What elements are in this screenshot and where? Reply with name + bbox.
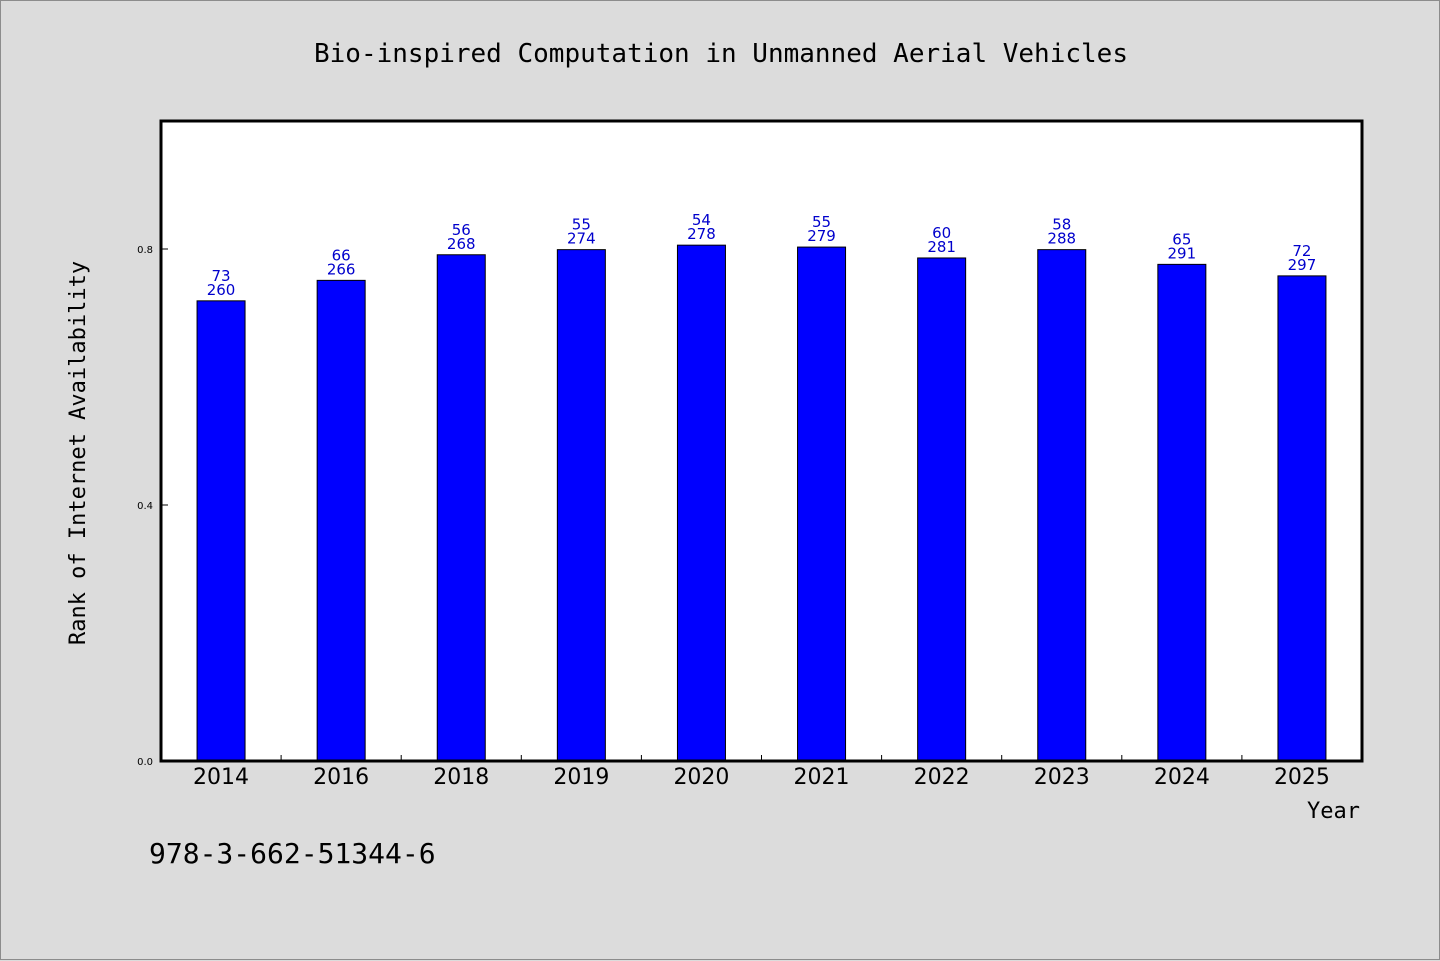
data-label-top-2024: 65 — [1172, 230, 1191, 248]
data-label-top-2019: 55 — [572, 216, 591, 234]
data-label-top-2023: 58 — [1052, 216, 1071, 234]
data-label-bottom-2021: 279 — [807, 227, 836, 245]
x-tick-label-2014: 2014 — [193, 765, 249, 790]
bar-2019 — [556, 249, 606, 762]
bar-2018 — [436, 254, 486, 762]
data-label-top-2016: 66 — [332, 246, 351, 264]
data-label-bottom-2016: 266 — [327, 260, 356, 278]
y-axis-label: Rank of Internet Availability — [66, 261, 91, 645]
data-label-top-2020: 54 — [692, 211, 711, 229]
data-label-top-2021: 55 — [812, 213, 831, 231]
data-label-top-2025: 72 — [1292, 242, 1311, 260]
bar-2023 — [1037, 249, 1087, 762]
bar-2020 — [676, 244, 726, 762]
data-label-bottom-2019: 274 — [567, 230, 596, 248]
x-axis-ticks: 2014 2016 2018 2019 2020 2021 2022 2023 2024 2025 — [193, 755, 1330, 790]
data-label-bottom-2018: 268 — [447, 235, 476, 253]
x-tick-label-2020: 2020 — [673, 765, 729, 790]
x-tick-label-2018: 2018 — [433, 765, 489, 790]
x-axis-label: Year — [1307, 799, 1360, 824]
y-tick-label-0.8: 0.8 — [137, 245, 153, 256]
data-label-bottom-2022: 281 — [927, 238, 956, 256]
y-tick-label-0.4: 0.4 — [137, 501, 153, 512]
x-tick-label-2016: 2016 — [313, 765, 369, 790]
bar-2024 — [1157, 263, 1207, 762]
data-label-bottom-2014: 260 — [207, 281, 236, 299]
data-label-bottom-2023: 288 — [1047, 230, 1076, 248]
data-label-bottom-2020: 278 — [687, 225, 716, 243]
data-label-bottom-2024: 291 — [1168, 244, 1197, 262]
bars-group — [196, 244, 1327, 762]
x-tick-label-2022: 2022 — [914, 765, 970, 790]
x-tick-label-2024: 2024 — [1154, 765, 1210, 790]
data-label-top-2018: 56 — [452, 221, 471, 239]
data-label-top-2014: 73 — [212, 267, 231, 285]
y-tick-label-0.0: 0.0 — [137, 757, 153, 768]
chart-title: Bio-inspired Computation in Unmanned Aer… — [314, 39, 1128, 69]
x-tick-label-2021: 2021 — [794, 765, 850, 790]
bar-2014 — [196, 300, 246, 762]
bar-2016 — [316, 279, 366, 762]
bar-2022 — [917, 257, 967, 762]
footer-isbn: 978-3-662-51344-6 — [149, 837, 436, 870]
bar-2025 — [1277, 275, 1327, 762]
bar-2021 — [797, 246, 847, 762]
x-tick-label-2019: 2019 — [553, 765, 609, 790]
x-tick-label-2025: 2025 — [1274, 765, 1330, 790]
x-tick-label-2023: 2023 — [1034, 765, 1090, 790]
data-label-bottom-2025: 297 — [1288, 256, 1317, 274]
data-label-top-2022: 60 — [932, 224, 951, 242]
plot-border — [159, 119, 1364, 763]
